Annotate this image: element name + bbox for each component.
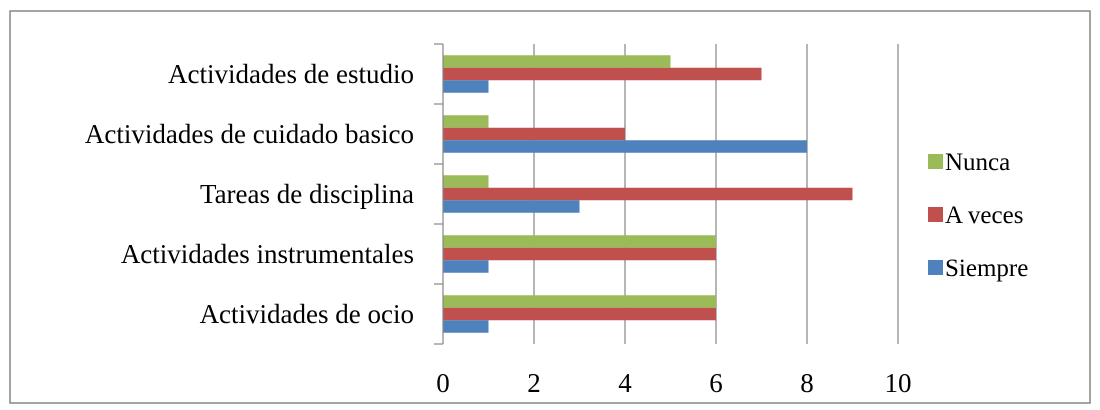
y-tick-label: Tareas de disciplina <box>200 179 414 209</box>
legend-swatch <box>928 154 943 169</box>
x-tick-label: 2 <box>527 368 541 398</box>
legend-label: A veces <box>945 202 1023 229</box>
x-tick-label: 0 <box>436 368 450 398</box>
bar-a-veces <box>443 307 716 321</box>
bar-a-veces <box>443 67 762 81</box>
y-tick-label: Actividades de cuidado basico <box>85 119 414 149</box>
bar-siempre <box>443 200 580 213</box>
legend-label: Nunca <box>945 149 1010 176</box>
legend-swatch <box>928 260 943 275</box>
x-tick-labels: 0 2 4 6 8 10 <box>436 368 911 398</box>
bar-a-veces <box>443 127 625 141</box>
legend-label: Siempre <box>945 255 1028 282</box>
x-tick-label: 8 <box>800 368 814 398</box>
bar-siempre <box>443 260 489 273</box>
bar-a-veces <box>443 187 853 201</box>
bar-nunca <box>443 115 489 128</box>
y-tick-label: Actividades instrumentales <box>121 239 414 269</box>
legend-swatch <box>928 207 943 222</box>
axes <box>434 43 444 345</box>
bar-nunca <box>443 55 671 68</box>
legend: Nunca A veces Siempre <box>928 149 1028 282</box>
bar-siempre <box>443 140 807 153</box>
bar-siempre <box>443 320 489 333</box>
x-tick-label: 4 <box>618 368 632 398</box>
x-tick-label: 10 <box>885 368 912 398</box>
bar-nunca <box>443 235 716 248</box>
bars <box>443 55 853 333</box>
bar-siempre <box>443 80 489 93</box>
bar-a-veces <box>443 247 716 261</box>
y-tick-label: Actividades de ocio <box>200 299 414 329</box>
bar-nunca <box>443 175 489 188</box>
y-tick-label: Actividades de estudio <box>168 59 414 89</box>
bar-nunca <box>443 295 716 308</box>
x-tick-label: 6 <box>709 368 723 398</box>
y-tick-labels: Actividades de estudio Actividades de cui… <box>85 59 414 329</box>
